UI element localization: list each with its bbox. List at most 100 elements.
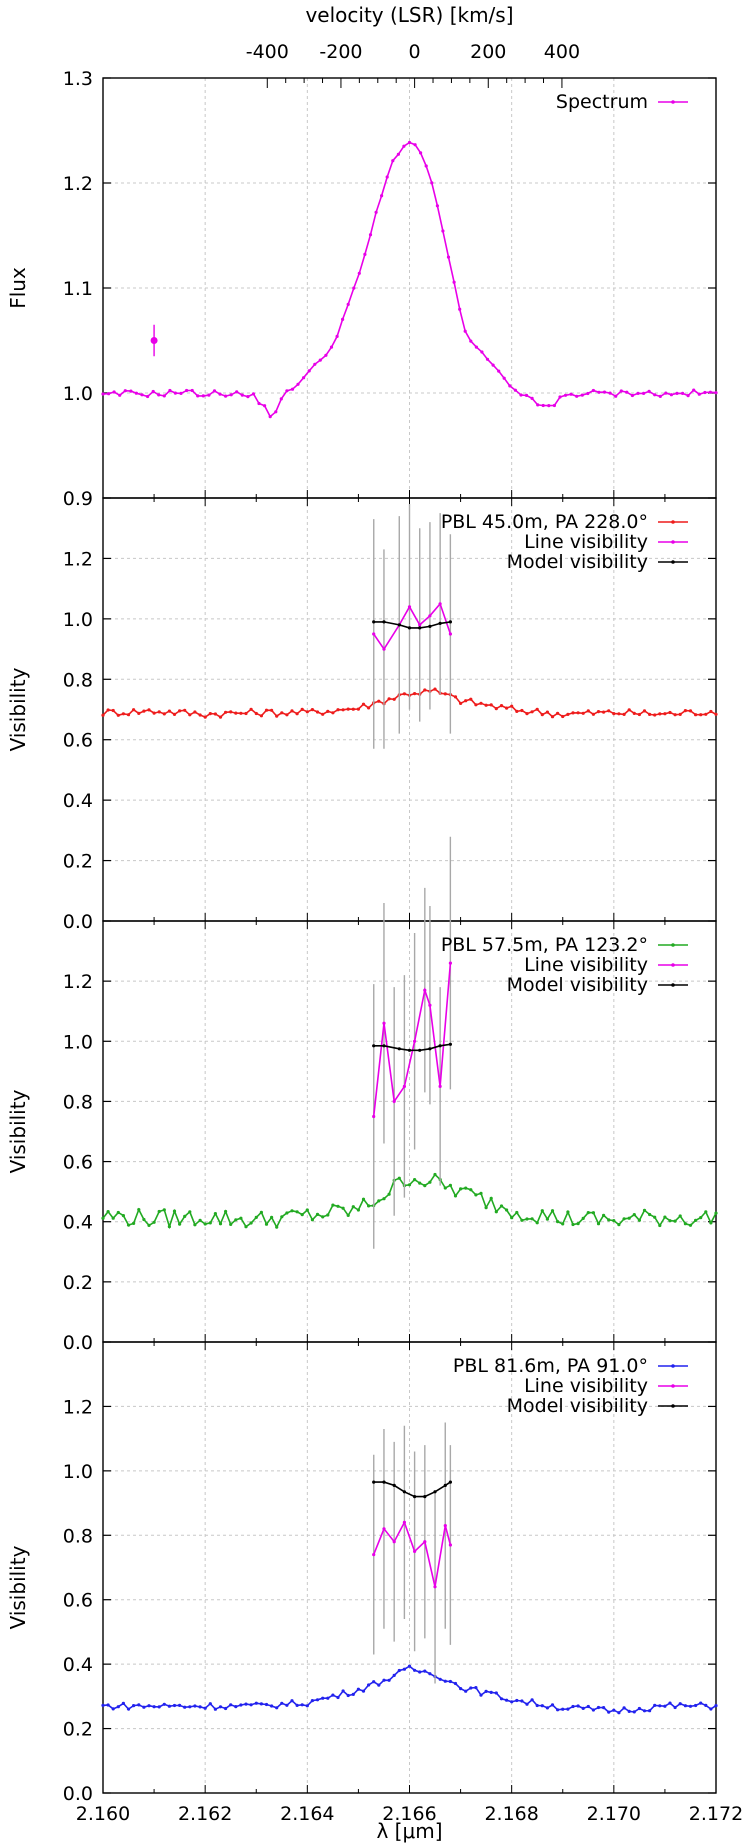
y-tick-label: 0.6 (63, 730, 93, 752)
data-point (142, 1217, 146, 1222)
data-point (653, 1703, 657, 1707)
data-point (254, 711, 258, 716)
data-point (249, 1221, 253, 1225)
data-point (632, 1710, 636, 1714)
grid (103, 921, 716, 1342)
data-point (627, 1709, 631, 1713)
data-point (591, 1211, 596, 1215)
data-point (515, 1698, 519, 1703)
legend: Spectrum (556, 91, 688, 113)
data-point (382, 1480, 386, 1484)
legend-label: Model visibility (507, 551, 648, 573)
data-point (699, 713, 703, 717)
data-point (116, 1210, 120, 1215)
data-point (673, 713, 677, 717)
data-point (575, 394, 579, 398)
data-point (459, 701, 463, 706)
data-point (608, 391, 612, 395)
data-point (540, 1704, 544, 1708)
data-point (423, 1495, 427, 1499)
data-point (402, 1520, 406, 1524)
data-point (407, 140, 412, 145)
data-point (129, 389, 133, 393)
data-point (157, 393, 161, 397)
data-point (157, 710, 161, 714)
data-point (367, 706, 371, 710)
data-point (218, 1705, 223, 1709)
data-point (224, 394, 228, 398)
data-point (326, 1213, 330, 1217)
data-point (111, 1707, 115, 1711)
data-point (443, 1186, 447, 1190)
data-point (413, 1668, 417, 1672)
data-point (147, 708, 151, 712)
data-point (714, 391, 718, 395)
data-point (397, 623, 401, 627)
data-point (591, 712, 596, 716)
data-point (448, 961, 452, 965)
x-tick-label: 2.162 (178, 1803, 232, 1825)
data-point (147, 1223, 151, 1227)
data-point (499, 1204, 504, 1208)
data-point (331, 1203, 335, 1207)
series-1 (101, 1172, 718, 1230)
data-point (351, 707, 355, 711)
data-point (617, 712, 621, 716)
data-point (484, 1689, 488, 1693)
x-tick-label: 2.172 (689, 1803, 743, 1825)
legend-marker (671, 983, 675, 987)
data-point (107, 392, 111, 396)
data-point (494, 707, 498, 711)
data-point (505, 1208, 509, 1212)
data-point (296, 382, 300, 386)
data-point (407, 1664, 412, 1668)
data-point (172, 712, 177, 717)
data-point (168, 388, 172, 393)
data-point (240, 393, 244, 397)
data-point (418, 1181, 422, 1185)
data-point (178, 1703, 182, 1707)
data-point (351, 1692, 355, 1696)
data-point (193, 710, 197, 714)
data-point (536, 403, 540, 407)
legend-marker (671, 1384, 675, 1388)
data-point (234, 711, 238, 715)
data-point (229, 393, 233, 397)
y-tick-label: 0.0 (63, 1332, 93, 1354)
data-point (602, 710, 606, 714)
panel-1: 0.9 1.0 1.1 1.2 1.3 Flux Spectrum -400 -200 0 200 4… (6, 3, 718, 510)
series-line (372, 963, 452, 1117)
data-point (669, 393, 674, 397)
data-point (688, 709, 693, 713)
data-point (614, 394, 618, 398)
data-point (302, 376, 306, 380)
legend-label: Spectrum (556, 91, 648, 113)
y-tick-label: 1.2 (63, 971, 93, 993)
data-point (112, 390, 116, 394)
data-point (346, 1693, 350, 1698)
y-axis-label: Visibility (6, 1545, 30, 1629)
data-point (254, 1215, 258, 1219)
data-point (453, 695, 458, 699)
data-point (244, 1225, 248, 1229)
data-point (556, 1220, 560, 1224)
data-point (374, 210, 378, 214)
data-point (586, 709, 590, 713)
data-point (474, 703, 478, 707)
data-point (525, 1702, 529, 1706)
data-point (295, 1210, 299, 1214)
data-point (121, 1214, 125, 1218)
data-point (372, 1480, 376, 1484)
data-point (637, 712, 642, 717)
data-point (510, 1216, 514, 1220)
data-point (203, 1222, 207, 1226)
data-point (218, 392, 222, 396)
data-point (474, 1193, 478, 1197)
data-point (290, 387, 295, 391)
data-point (469, 1188, 473, 1192)
x-tick-label: 2.168 (484, 1803, 538, 1825)
data-point (550, 1209, 555, 1213)
data-point (423, 1669, 427, 1673)
data-point (407, 1048, 412, 1052)
y-tick-label: 0.2 (63, 851, 93, 873)
